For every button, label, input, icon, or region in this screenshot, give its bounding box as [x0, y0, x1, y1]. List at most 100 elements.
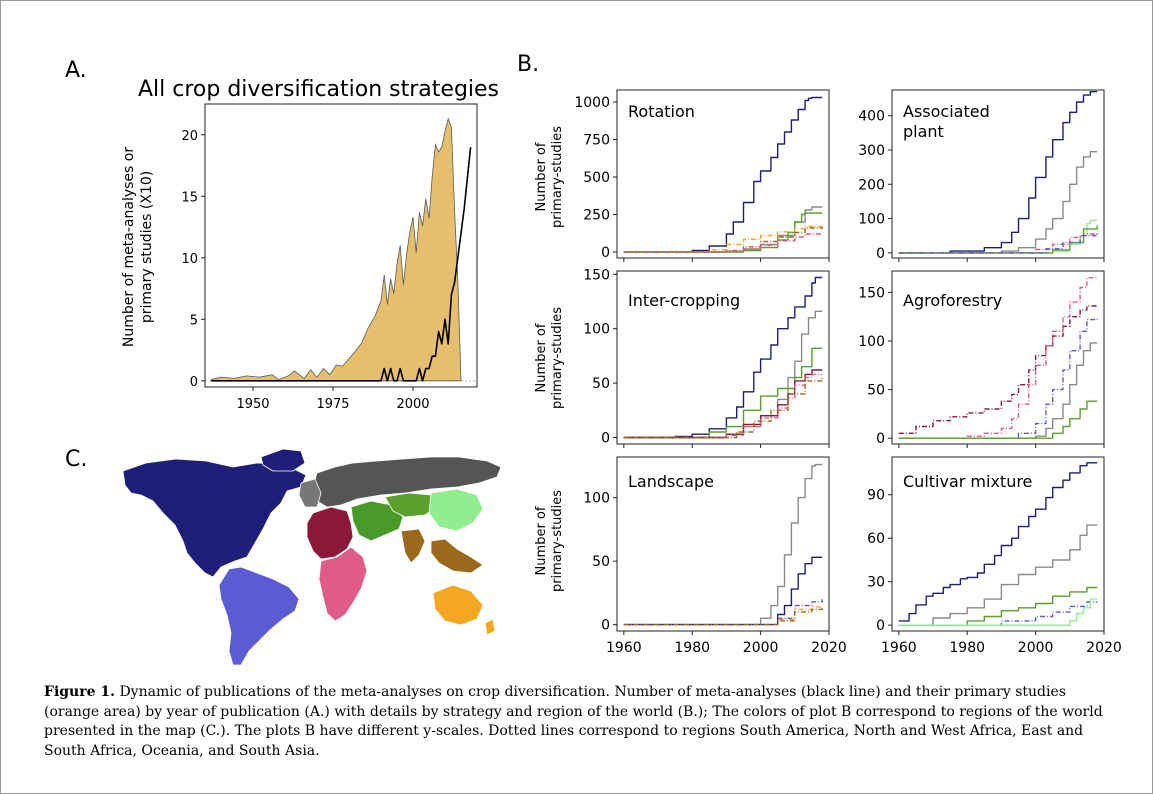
series-line-5 [623, 233, 823, 253]
series-line-4 [623, 608, 823, 626]
series-line-3 [623, 605, 823, 626]
y-tick-label: 50 [592, 376, 610, 392]
map-oceania [432, 584, 484, 626]
y-tick-label: 10 [181, 252, 198, 267]
series-line-4 [898, 400, 1098, 439]
caption-text: Dynamic of publications of the meta-anal… [44, 684, 1103, 759]
series-line-2 [898, 316, 1098, 439]
plot-frame [204, 103, 478, 388]
series-line-0 [623, 276, 823, 439]
map-middle-east [350, 500, 404, 542]
y-tick-label: 5 [190, 313, 198, 328]
series-line-2 [623, 347, 823, 439]
strategy-label: Landscape [628, 472, 714, 491]
x-tick-label: 2020 [811, 640, 847, 656]
x-tick-label: 1950 [236, 397, 269, 412]
series-line-5 [898, 232, 1098, 254]
series-line-3 [623, 369, 823, 439]
series-line-0 [623, 463, 823, 626]
y-tick-label: 0 [190, 375, 198, 390]
plot-frame [616, 456, 830, 632]
panel-label-b: B. [517, 52, 539, 77]
chart-a-ylabel-1: Number of meta-analyses or [121, 147, 137, 347]
series-line-4 [898, 598, 1098, 626]
y-tick-label: 30 [867, 575, 885, 591]
y-tick-label: 750 [583, 133, 610, 149]
caption-label: Figure 1. [44, 684, 115, 700]
series-line-0 [623, 96, 823, 253]
plot-frame [891, 89, 1105, 259]
series-line-3 [623, 225, 823, 253]
series-line-2 [898, 586, 1098, 626]
map-new-zealand [484, 618, 496, 636]
x-tick-label: 2000 [1018, 640, 1054, 656]
chart-b5: 0 50 100 1960 1980 2000 2020 Landscape [583, 456, 847, 656]
series-line-1 [898, 151, 1098, 254]
series-line-1 [623, 310, 823, 439]
y-tick-label: 20 [181, 129, 198, 144]
y-tick-label: 150 [583, 267, 610, 283]
series-line-0 [898, 462, 1098, 622]
x-tick-label: 1980 [949, 640, 985, 656]
y-tick-label: 0 [876, 618, 885, 634]
strategy-label: Cultivar mixture [903, 472, 1032, 491]
series-line-3 [898, 225, 1098, 254]
y-tick-label: 100 [858, 212, 885, 228]
b5-ylabel-2: primary-studies [550, 490, 565, 592]
b1-ylabel-1: Number of [534, 142, 549, 211]
panel-label-c: C. [65, 447, 87, 472]
x-tick-label: 1960 [606, 640, 642, 656]
y-tick-label: 0 [876, 246, 885, 262]
figure-canvas: A. B. C. All crop diversification strate… [65, 52, 1122, 666]
y-tick-label: 50 [867, 383, 885, 399]
plot-frame [891, 456, 1105, 632]
primary-studies-area [211, 117, 462, 382]
b3-ylabel-1: Number of [534, 323, 549, 392]
x-tick-label: 2000 [743, 640, 779, 656]
map-east-south-africa [318, 546, 368, 622]
chart-a: 0 5 10 15 20 1950 1975 2000 [181, 103, 478, 412]
y-tick-label: 0 [601, 430, 610, 446]
chart-b6: 0 30 60 90 1960 1980 2000 2020 Cultivar mixture [867, 456, 1122, 656]
map-greenland [260, 448, 306, 472]
y-tick-label: 60 [867, 531, 885, 547]
series-line-1 [623, 206, 823, 253]
series-line-4 [623, 373, 823, 439]
map-north-west-africa [306, 506, 354, 560]
chart-a-title: All crop diversification strategies [138, 77, 499, 102]
map-south-america [218, 566, 300, 666]
y-tick-label: 100 [583, 491, 610, 507]
series-line-0 [898, 305, 1098, 434]
chart-b4: 0 50 100 150 Agroforestry [858, 270, 1105, 448]
figure-caption: Figure 1. Dynamic of publications of the… [44, 683, 1119, 761]
panel-label-a: A. [65, 58, 87, 83]
y-tick-label: 100 [583, 322, 610, 338]
y-tick-label: 200 [858, 177, 885, 193]
y-tick-label: 500 [583, 170, 610, 186]
x-tick-label: 1980 [674, 640, 710, 656]
x-tick-label: 2020 [1086, 640, 1122, 656]
x-tick-label: 1975 [316, 397, 349, 412]
world-map [122, 448, 502, 666]
y-tick-label: 0 [876, 431, 885, 447]
map-europe-west [298, 478, 322, 508]
strategy-label: Rotation [628, 102, 695, 121]
y-tick-label: 15 [181, 190, 198, 205]
y-tick-label: 400 [858, 109, 885, 125]
series-line-5 [623, 377, 823, 439]
series-line-1 [623, 556, 823, 626]
chart-b1: 0 250 500 750 1000 Rotation [574, 89, 830, 262]
map-north-america [122, 458, 307, 578]
x-tick-label: 1960 [881, 640, 917, 656]
b3-ylabel-2: primary-studies [550, 307, 565, 409]
meta-analyses-line [211, 147, 472, 382]
map-southeast-asia [430, 538, 484, 574]
y-tick-label: 300 [858, 143, 885, 159]
y-tick-label: 50 [592, 554, 610, 570]
map-east-asia [428, 488, 484, 532]
plot-frame [616, 270, 830, 445]
chart-b3: 0 50 100 150 Inter-cropping [583, 267, 830, 448]
y-tick-label: 1000 [574, 95, 610, 111]
